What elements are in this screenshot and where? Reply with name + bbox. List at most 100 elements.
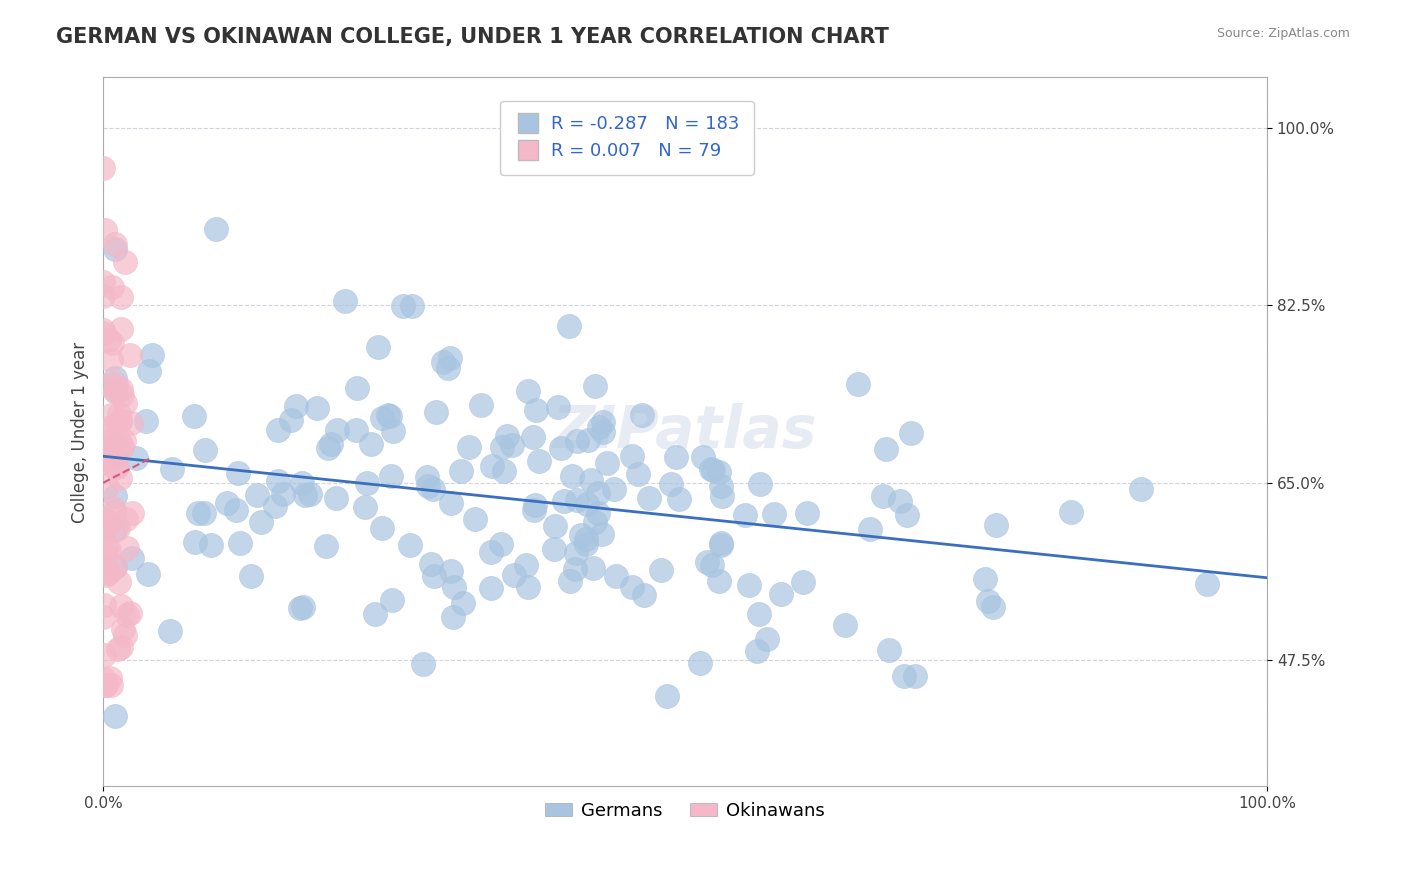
Point <box>889 494 911 508</box>
Point <box>893 669 915 683</box>
Point <box>97 516 120 531</box>
Point <box>588 486 610 500</box>
Point <box>266 474 288 488</box>
Point <box>91 609 114 624</box>
Point <box>834 618 856 632</box>
Point <box>104 384 127 399</box>
Point <box>401 299 423 313</box>
Point <box>91 275 114 289</box>
Point <box>104 243 127 257</box>
Point <box>104 376 127 391</box>
Point <box>650 563 672 577</box>
Point <box>346 423 368 437</box>
Point <box>425 405 447 419</box>
Point <box>524 498 547 512</box>
Point <box>734 508 756 523</box>
Point <box>904 669 927 683</box>
Point <box>138 364 160 378</box>
Point <box>114 255 136 269</box>
Point <box>291 476 314 491</box>
Point <box>569 528 592 542</box>
Point <box>316 441 339 455</box>
Point <box>574 532 596 546</box>
Point <box>747 644 769 658</box>
Point <box>517 384 540 398</box>
Point <box>592 425 614 439</box>
Point <box>91 678 114 692</box>
Point <box>98 543 121 558</box>
Point <box>94 445 117 459</box>
Point <box>875 442 897 457</box>
Point <box>335 293 357 308</box>
Point <box>770 587 793 601</box>
Point <box>98 671 121 685</box>
Point <box>553 494 575 508</box>
Point <box>423 569 446 583</box>
Point <box>756 632 779 647</box>
Point <box>108 435 131 450</box>
Point <box>105 460 128 475</box>
Point <box>491 537 513 551</box>
Point <box>516 580 538 594</box>
Point <box>523 503 546 517</box>
Point <box>97 378 120 392</box>
Point <box>501 438 523 452</box>
Point <box>707 574 730 589</box>
Point <box>586 507 609 521</box>
Point <box>284 400 307 414</box>
Point <box>710 538 733 552</box>
Point <box>567 492 589 507</box>
Point <box>101 442 124 456</box>
Point <box>326 423 349 437</box>
Point <box>110 290 132 304</box>
Point <box>105 458 128 472</box>
Point <box>432 355 454 369</box>
Point <box>104 523 127 537</box>
Point <box>381 592 404 607</box>
Point <box>250 515 273 529</box>
Point <box>515 558 537 572</box>
Point <box>450 464 472 478</box>
Point <box>136 566 159 581</box>
Point <box>356 476 378 491</box>
Point <box>91 530 114 544</box>
Point <box>107 641 129 656</box>
Point <box>1060 505 1083 519</box>
Point <box>100 678 122 692</box>
Point <box>436 360 458 375</box>
Point <box>605 569 627 583</box>
Point <box>110 599 132 613</box>
Point <box>101 501 124 516</box>
Point <box>443 580 465 594</box>
Point <box>110 640 132 655</box>
Point <box>228 467 250 481</box>
Point <box>458 440 481 454</box>
Point <box>111 388 134 402</box>
Point <box>91 323 114 337</box>
Point <box>582 561 605 575</box>
Point <box>415 470 437 484</box>
Text: ZIPatlas: ZIPatlas <box>553 403 817 460</box>
Point <box>104 384 127 399</box>
Point <box>451 596 474 610</box>
Point <box>110 382 132 396</box>
Point <box>94 568 117 582</box>
Point <box>360 436 382 450</box>
Point <box>543 541 565 556</box>
Text: GERMAN VS OKINAWAN COLLEGE, UNDER 1 YEAR CORRELATION CHART: GERMAN VS OKINAWAN COLLEGE, UNDER 1 YEAR… <box>56 27 889 46</box>
Point <box>470 398 492 412</box>
Point <box>315 540 337 554</box>
Point <box>120 348 142 362</box>
Point <box>579 473 602 487</box>
Point <box>481 545 503 559</box>
Point <box>575 497 598 511</box>
Point <box>710 478 733 492</box>
Point <box>464 512 486 526</box>
Point <box>565 434 588 448</box>
Point <box>325 491 347 505</box>
Point <box>115 512 138 526</box>
Point <box>200 538 222 552</box>
Point <box>441 610 464 624</box>
Point <box>93 672 115 686</box>
Point <box>859 522 882 536</box>
